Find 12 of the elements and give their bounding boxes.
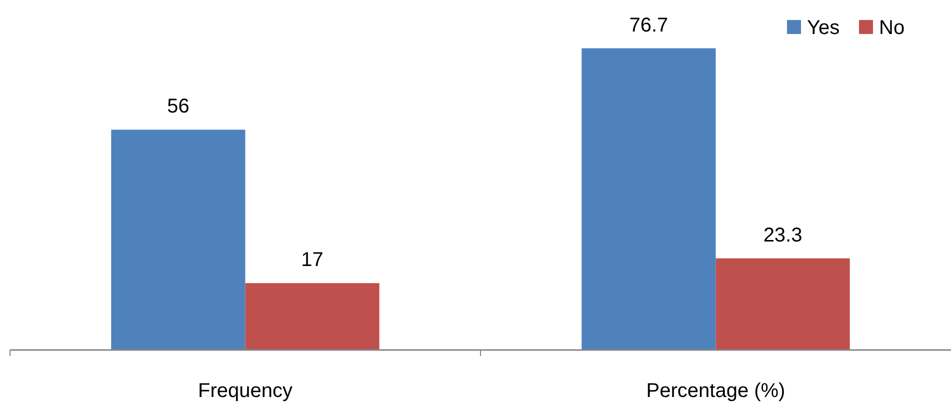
bar	[245, 283, 380, 350]
data-label: 17	[301, 249, 324, 272]
legend-label: No	[879, 17, 905, 39]
data-label: 23.3	[763, 224, 802, 246]
bar	[716, 258, 850, 350]
x-tick-label: Percentage (%)	[646, 380, 786, 402]
data-label: 76.7	[629, 14, 668, 36]
data-label: 56	[167, 96, 190, 118]
bar	[582, 48, 716, 350]
x-tick-label: Frequency	[198, 380, 292, 402]
legend-label: Yes	[807, 17, 840, 39]
bar	[111, 130, 246, 350]
